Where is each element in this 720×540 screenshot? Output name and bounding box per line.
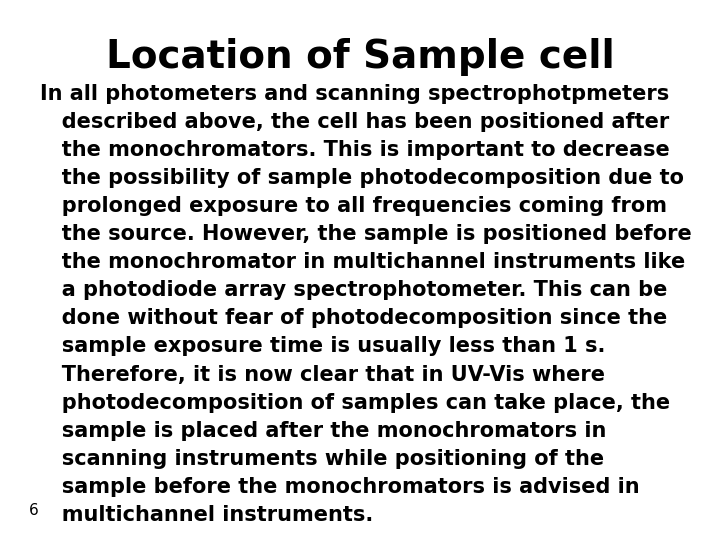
Text: 6: 6 — [29, 503, 39, 518]
Text: In all photometers and scanning spectrophotpmeters: In all photometers and scanning spectrop… — [40, 84, 669, 104]
Text: the possibility of sample photodecomposition due to: the possibility of sample photodecomposi… — [40, 168, 683, 188]
Text: a photodiode array spectrophotometer. This can be: a photodiode array spectrophotometer. Th… — [40, 280, 667, 300]
Text: the monochromators. This is important to decrease: the monochromators. This is important to… — [40, 140, 670, 160]
Text: Therefore, it is now clear that in UV-Vis where: Therefore, it is now clear that in UV-Vi… — [40, 364, 605, 384]
Text: multichannel instruments.: multichannel instruments. — [40, 505, 373, 525]
Text: sample exposure time is usually less than 1 s.: sample exposure time is usually less tha… — [40, 336, 605, 356]
Text: done without fear of photodecomposition since the: done without fear of photodecomposition … — [40, 308, 667, 328]
Text: Location of Sample cell: Location of Sample cell — [106, 38, 614, 76]
Text: sample before the monochromators is advised in: sample before the monochromators is advi… — [40, 477, 639, 497]
Text: described above, the cell has been positioned after: described above, the cell has been posit… — [40, 112, 669, 132]
Text: sample is placed after the monochromators in: sample is placed after the monochromator… — [40, 421, 606, 441]
Text: the source. However, the sample is positioned before: the source. However, the sample is posit… — [40, 224, 691, 244]
Text: scanning instruments while positioning of the: scanning instruments while positioning o… — [40, 449, 604, 469]
Text: photodecomposition of samples can take place, the: photodecomposition of samples can take p… — [40, 393, 670, 413]
Text: the monochromator in multichannel instruments like: the monochromator in multichannel instru… — [40, 252, 685, 272]
Text: prolonged exposure to all frequencies coming from: prolonged exposure to all frequencies co… — [40, 196, 667, 216]
